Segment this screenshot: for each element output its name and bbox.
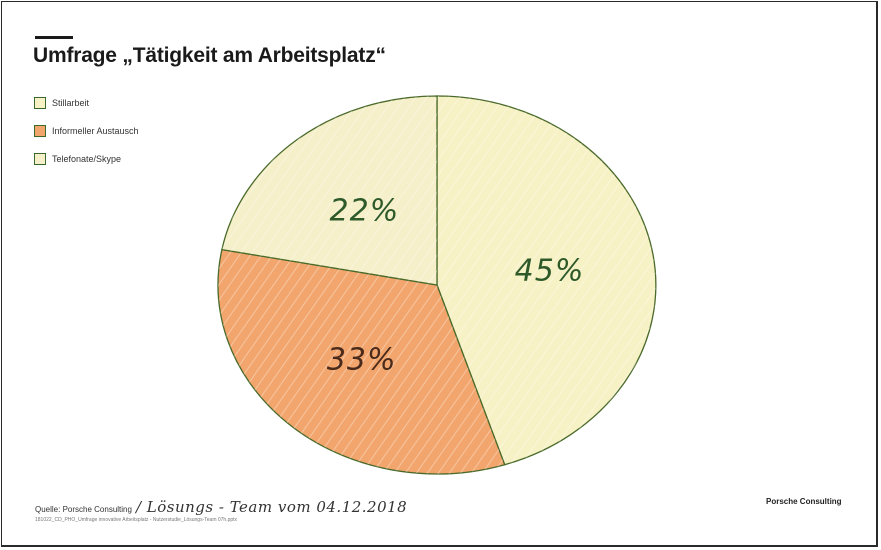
pie-slices bbox=[217, 95, 657, 475]
legend-label: Stillarbeit bbox=[52, 97, 90, 108]
source-handwritten-note: / Lösungs - Team vom 04.12.2018 bbox=[135, 498, 408, 516]
legend-swatch bbox=[34, 96, 46, 109]
legend-label: Telefonate/Skype bbox=[52, 153, 122, 164]
page-title: Umfrage „Tätigkeit am Arbeitsplatz“ bbox=[33, 44, 386, 67]
legend-swatch bbox=[34, 152, 46, 165]
pie-slice-texture bbox=[221, 96, 437, 285]
source-prefix: Quelle: Porsche Consulting bbox=[35, 505, 132, 514]
pie-slice-label: 45% bbox=[515, 254, 585, 289]
source-note: Quelle: Porsche Consulting / Lösungs - T… bbox=[35, 498, 407, 516]
title-accent-bar bbox=[35, 36, 73, 39]
pie-slice-texture bbox=[437, 96, 656, 465]
pie-slice-labels: 45% 33% 22% bbox=[327, 193, 585, 378]
legend-swatch bbox=[34, 124, 46, 137]
legend-item-stillarbeit: Stillarbeit bbox=[34, 96, 139, 109]
legend-item-telefonate-skype: Telefonate/Skype bbox=[34, 152, 139, 165]
brand-logo: Porsche Consulting bbox=[766, 497, 842, 506]
legend-item-informeller-austausch: Informeller Austausch bbox=[34, 124, 139, 137]
legend-label: Informeller Austausch bbox=[52, 125, 139, 136]
file-path: 181022_CD_PHO_Umfrage innovative Arbeits… bbox=[35, 517, 238, 523]
pie-slice-label: 33% bbox=[327, 343, 397, 378]
pie-slice-label: 22% bbox=[330, 193, 400, 228]
pie-slice-texture bbox=[218, 249, 505, 474]
chart-legend: Stillarbeit Informeller Austausch Telefo… bbox=[34, 96, 139, 180]
